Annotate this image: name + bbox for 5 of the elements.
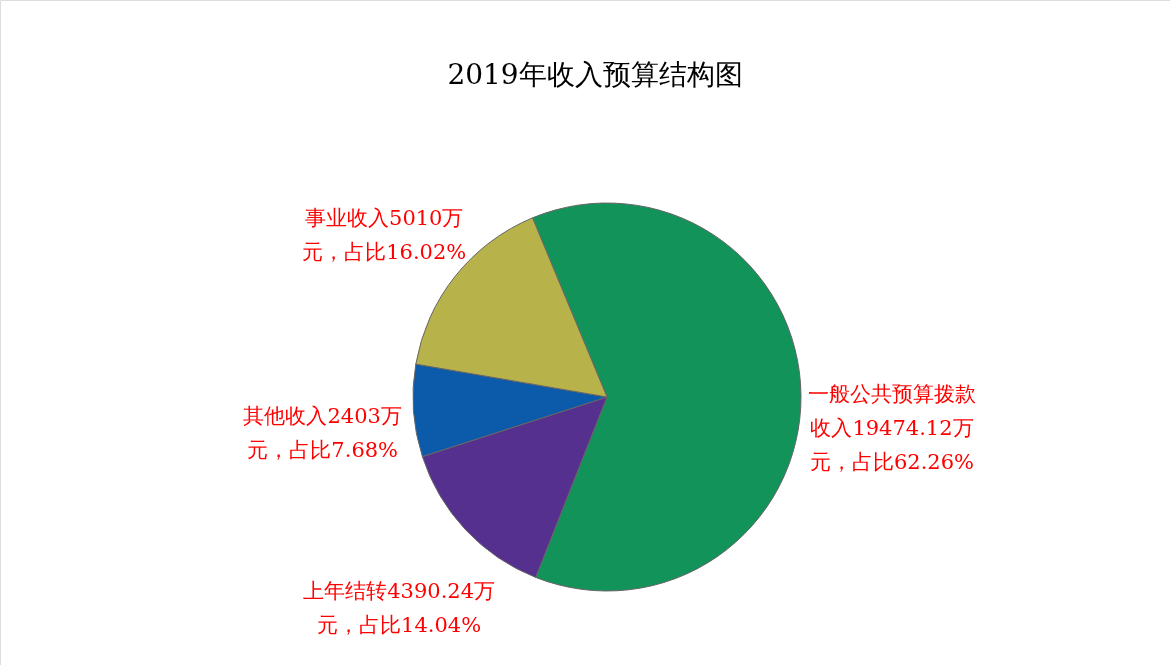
slice-label: 一般公共预算拨款收入19474.12万元，占比62.26% xyxy=(807,381,976,474)
slice-label: 其他收入2403万元，占比7.68% xyxy=(243,404,402,463)
slice-label: 事业收入5010万元，占比16.02% xyxy=(302,206,467,265)
slice-label: 上年结转4390.24万元，占比14.04% xyxy=(303,578,496,637)
chart-title: 2019年收入预算结构图 xyxy=(447,58,743,91)
